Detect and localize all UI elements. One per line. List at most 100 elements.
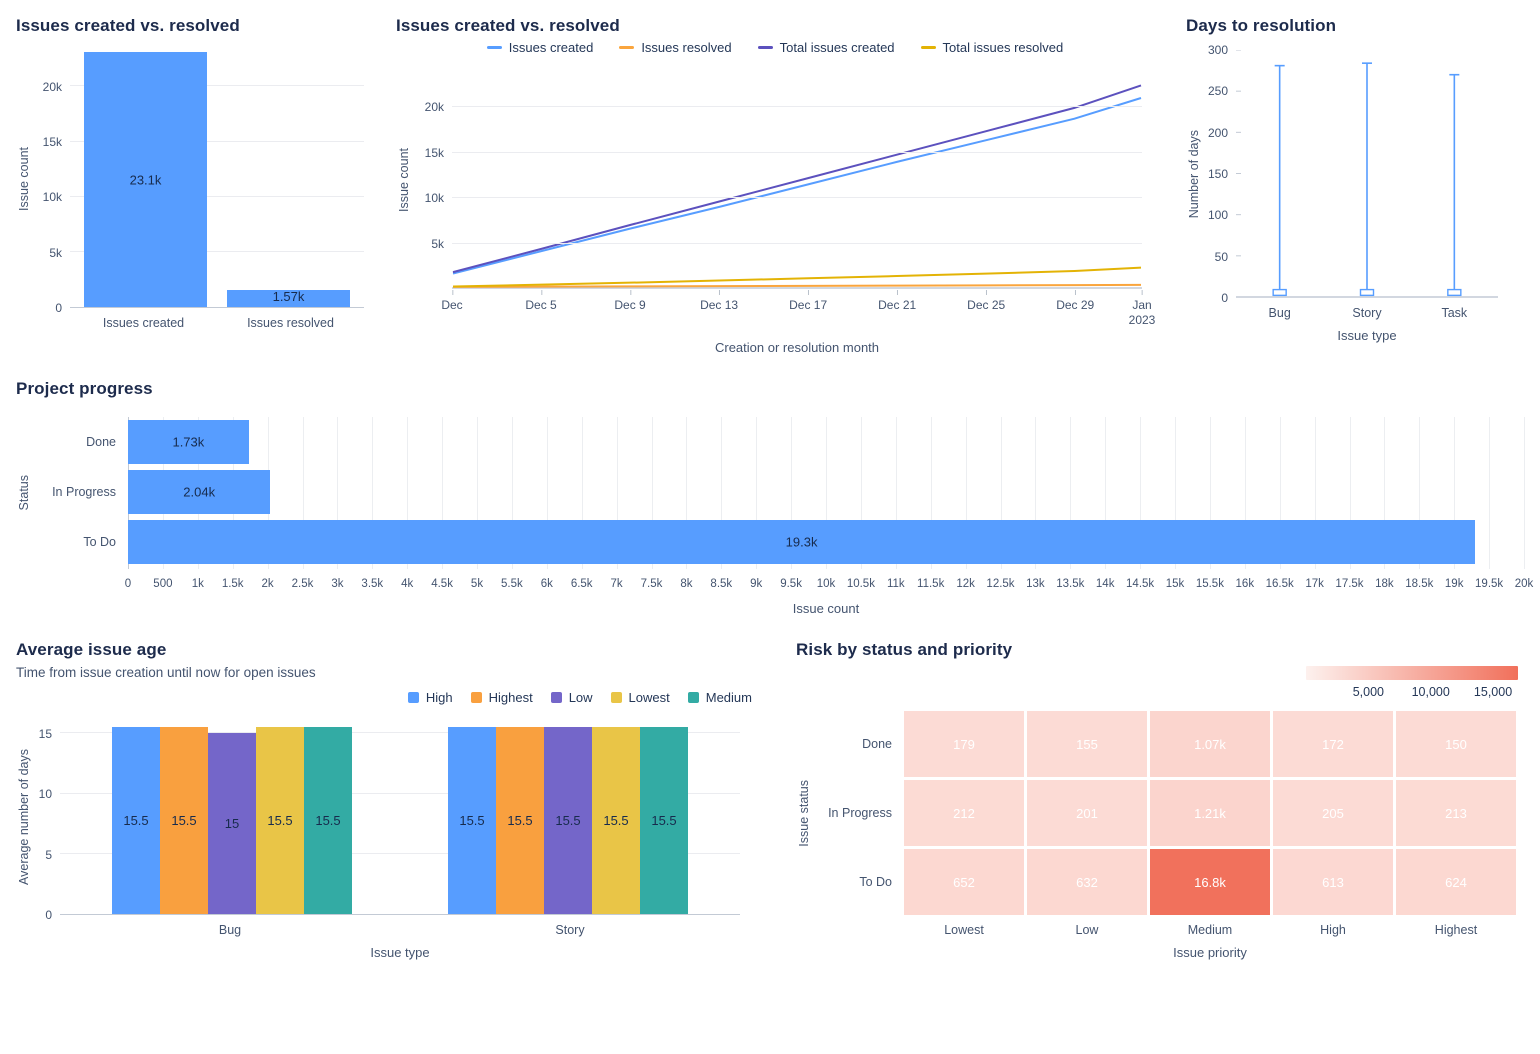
legend-item-lowest[interactable]: Lowest <box>610 690 670 705</box>
x-tick-label-1k: 1k <box>191 578 204 590</box>
bar-story-medium[interactable]: 15.5 <box>640 727 688 914</box>
cell-to-do-low[interactable]: 632 <box>1027 849 1147 915</box>
panel-issues-created-resolved-bar: Issues created vs. resolved Issue count 0… <box>0 4 380 342</box>
x-tick-label-12k: 12k <box>956 578 975 590</box>
legend-item-total-issues-created[interactable]: Total issues created <box>757 40 895 55</box>
whisker-bug[interactable] <box>1272 64 1287 297</box>
panel-average-issue-age: Average issue age Time from issue creati… <box>0 628 780 972</box>
cell-in-progress-lowest[interactable]: 212 <box>904 780 1024 846</box>
line-series-total-issues-created[interactable] <box>452 84 1142 274</box>
x-tick-label-9-5k: 9.5k <box>780 578 802 590</box>
y-category-label-done: Done <box>86 435 116 449</box>
x-tick-label-17-5k: 17.5k <box>1335 578 1364 590</box>
bar-bug-highest[interactable]: 15.5 <box>160 727 208 914</box>
bar-story-lowest[interactable]: 15.5 <box>592 727 640 914</box>
cell-to-do-medium[interactable]: 16.8k <box>1150 849 1270 915</box>
cell-to-do-high[interactable]: 613 <box>1273 849 1393 915</box>
v-gridline <box>407 417 409 569</box>
x-tick-label-5-5k: 5.5k <box>501 578 523 590</box>
legend-item-total-issues-resolved[interactable]: Total issues resolved <box>920 40 1063 55</box>
cell-done-lowest[interactable]: 179 <box>904 711 1024 777</box>
y-tick-label: 0 <box>55 301 62 315</box>
plot-area: 1.73k 2.04k 19.3k <box>128 417 1525 569</box>
y-tick-label: 20k <box>424 100 444 115</box>
y-category-labels: Done In Progress To Do <box>32 417 128 569</box>
legend-swatch-highest <box>470 692 482 703</box>
bar-issues-resolved[interactable]: 1.57k <box>227 289 350 307</box>
bar-bug-medium[interactable]: 15.5 <box>304 727 352 914</box>
y-axis-ticks: 0 50 100 150 200 250 300 <box>1202 43 1236 305</box>
x-tick-label-2k: 2k <box>261 578 274 590</box>
bar-bug-low[interactable]: 15 <box>208 733 256 914</box>
group-slot-bug: 15.5 15.5 15 15.5 15.5 <box>64 719 400 914</box>
color-scale-legend: 5,000 10,000 15,000 <box>796 666 1518 701</box>
v-gridline <box>895 417 897 569</box>
chart-body: Status Done In Progress To Do 1.73k 2.04k 19.3… <box>16 417 1525 569</box>
x-tick-label-18k: 18k <box>1375 578 1394 590</box>
bar-chart-issues-created-resolved: Issue count 0 5k 10k 15k 20k 23.1k 1.57k Issues … <box>16 50 364 330</box>
cell-in-progress-low[interactable]: 201 <box>1027 780 1147 846</box>
bar-issues-created[interactable]: 23.1k <box>84 52 207 307</box>
v-gridline <box>372 417 374 569</box>
legend-swatch-issues-created <box>486 46 502 49</box>
cell-done-highest[interactable]: 150 <box>1396 711 1516 777</box>
cell-in-progress-high[interactable]: 205 <box>1273 780 1393 846</box>
bar-in-progress[interactable]: 2.04k <box>128 470 271 514</box>
legend-item-low[interactable]: Low <box>550 690 593 705</box>
cell-to-do-lowest[interactable]: 652 <box>904 849 1024 915</box>
x-tick-label-7-5k: 7.5k <box>640 578 663 590</box>
cell-done-low[interactable]: 155 <box>1027 711 1147 777</box>
legend-item-high[interactable]: High <box>407 690 453 705</box>
chart-body: Number of days 0 50 100 150 200 250 300 <box>1186 43 1524 305</box>
bar-story-highest[interactable]: 15.5 <box>496 727 544 914</box>
whisker-task[interactable] <box>1447 73 1462 297</box>
cell-in-progress-medium[interactable]: 1.21k <box>1150 780 1270 846</box>
cell-to-do-highest[interactable]: 624 <box>1396 849 1516 915</box>
cell-in-progress-highest[interactable]: 213 <box>1396 780 1516 846</box>
line-series-issues-created[interactable] <box>452 97 1142 275</box>
x-tick-label-3k: 3k <box>331 578 344 590</box>
x-axis-ticks: Dec Dec 5 Dec 9 Dec 13 Dec 17 Dec 21 Dec 25 Dec… <box>441 290 1155 332</box>
legend-label: Highest <box>488 690 533 705</box>
x-tick-label-8k: 8k <box>680 578 693 590</box>
legend-item-issues-resolved[interactable]: Issues resolved <box>619 40 732 55</box>
bar-story-high[interactable]: 15.5 <box>448 727 496 914</box>
bar-story-low[interactable]: 15.5 <box>544 727 592 914</box>
legend-item-medium[interactable]: Medium <box>687 690 752 705</box>
legend-item-highest[interactable]: Highest <box>470 690 533 705</box>
line-series-issues-resolved[interactable] <box>452 283 1142 288</box>
bar-value-label: 15.5 <box>555 813 581 829</box>
x-tick-label-dec-21: Dec 21 <box>878 290 917 312</box>
y-axis-title-text: Issue count <box>397 148 411 212</box>
v-gridline <box>1000 417 1002 569</box>
h-gridline <box>70 140 364 142</box>
whisker-story[interactable] <box>1359 62 1375 297</box>
bar-row-to-do: 19.3k <box>128 517 1524 567</box>
x-tick-label-10k: 10k <box>816 578 836 590</box>
y-tick-label: 20k <box>42 79 62 94</box>
x-tick-label-2-5k: 2.5k <box>291 578 314 590</box>
v-gridline <box>791 417 793 569</box>
x-tick-label-7k: 7k <box>610 578 623 590</box>
y-category-label-to-do: To Do <box>83 535 116 549</box>
line-series-total-issues-resolved[interactable] <box>452 266 1142 288</box>
x-axis-ticks: 0 500 1k 1.5k 2k 2.5k 3k 3.5k 4k 4.5k 5k 5.5k 6k 6.5k… <box>125 577 1533 593</box>
x-tick-label-9k: 9k <box>750 578 763 590</box>
bar-value-label: 19.3k <box>785 534 818 550</box>
h-gridline <box>60 732 740 734</box>
bar-done[interactable]: 1.73k <box>128 420 249 464</box>
bar-bug-lowest[interactable]: 15.5 <box>256 727 304 914</box>
panel-project-progress: Project progress Status Done In Progress To… <box>0 367 1540 628</box>
cell-done-high[interactable]: 172 <box>1273 711 1393 777</box>
y-axis-ticks: 5k 10k 15k 20k <box>412 71 452 289</box>
h-gridline <box>60 852 740 854</box>
color-scale-bar <box>1306 666 1518 680</box>
bar-bug-high[interactable]: 15.5 <box>112 727 160 914</box>
panel-title: Days to resolution <box>1186 16 1337 35</box>
bar-to-do[interactable]: 19.3k <box>128 520 1476 564</box>
y-axis-title: Issue status <box>796 711 812 915</box>
cell-done-medium[interactable]: 1.07k <box>1150 711 1270 777</box>
legend-swatch-high <box>407 692 419 703</box>
legend-item-issues-created[interactable]: Issues created <box>486 40 593 55</box>
x-axis-ticks: Bug Story Task <box>1236 306 1498 320</box>
